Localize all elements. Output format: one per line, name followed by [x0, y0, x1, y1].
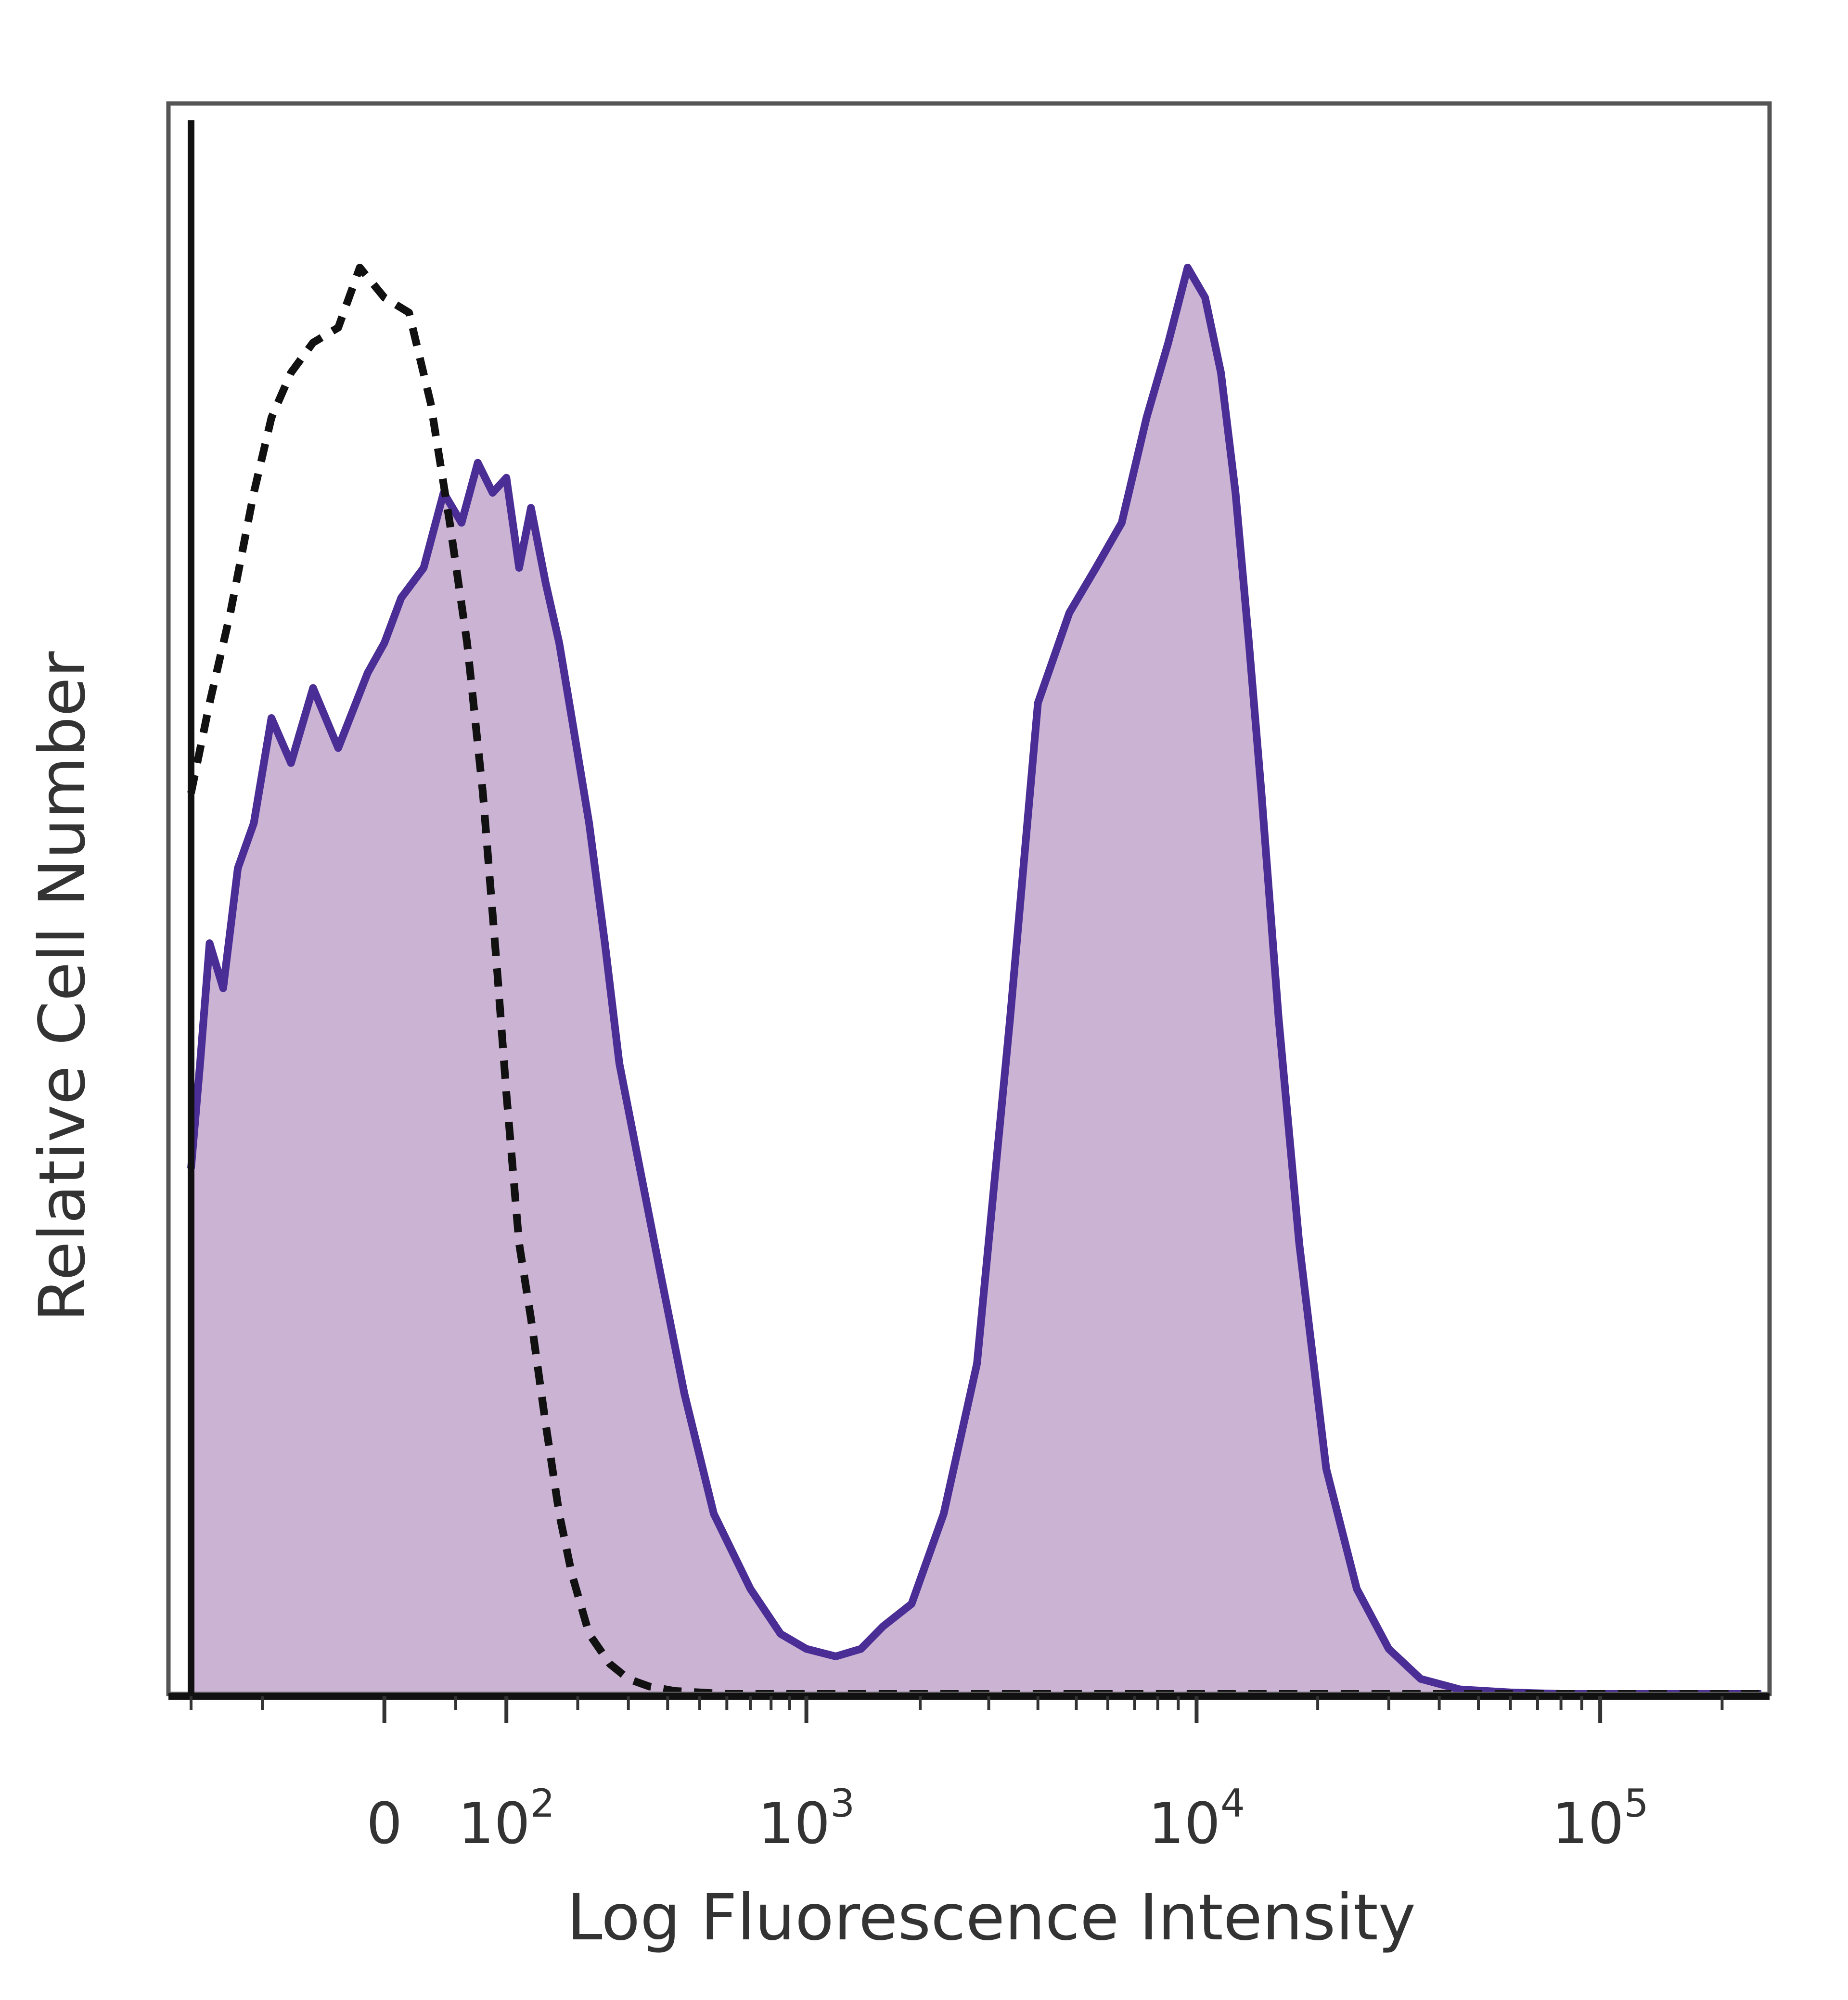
x-tick-label-4: 105 — [1552, 1781, 1649, 1857]
series-0-area — [191, 268, 1761, 1694]
x-axis-label: Log Fluorescence Intensity — [567, 1881, 1416, 1955]
x-tick-label-3: 104 — [1148, 1781, 1245, 1857]
x-tick-label-0: 0 — [366, 1790, 402, 1857]
y-axis-label: Relative Cell Number — [26, 651, 100, 1322]
x-tick-label-1: 102 — [458, 1781, 555, 1857]
x-tick-label-base: 10 — [758, 1790, 830, 1857]
x-tick-label-base: 10 — [1552, 1790, 1624, 1857]
x-tick-label-base: 10 — [458, 1790, 530, 1857]
x-tick-label-base: 10 — [1148, 1790, 1220, 1857]
x-tick-label-base: 0 — [366, 1790, 402, 1857]
series-0-line — [187, 264, 1761, 1698]
tick-layer: 0 102 103 104 105 — [190, 1696, 1724, 1857]
x-tick-label-exponent: 3 — [830, 1781, 855, 1826]
x-tick-label-exponent: 5 — [1624, 1781, 1649, 1826]
x-tick-label-2: 103 — [758, 1781, 855, 1857]
x-tick-label-exponent: 2 — [530, 1781, 555, 1826]
x-tick-label-exponent: 4 — [1220, 1781, 1245, 1826]
